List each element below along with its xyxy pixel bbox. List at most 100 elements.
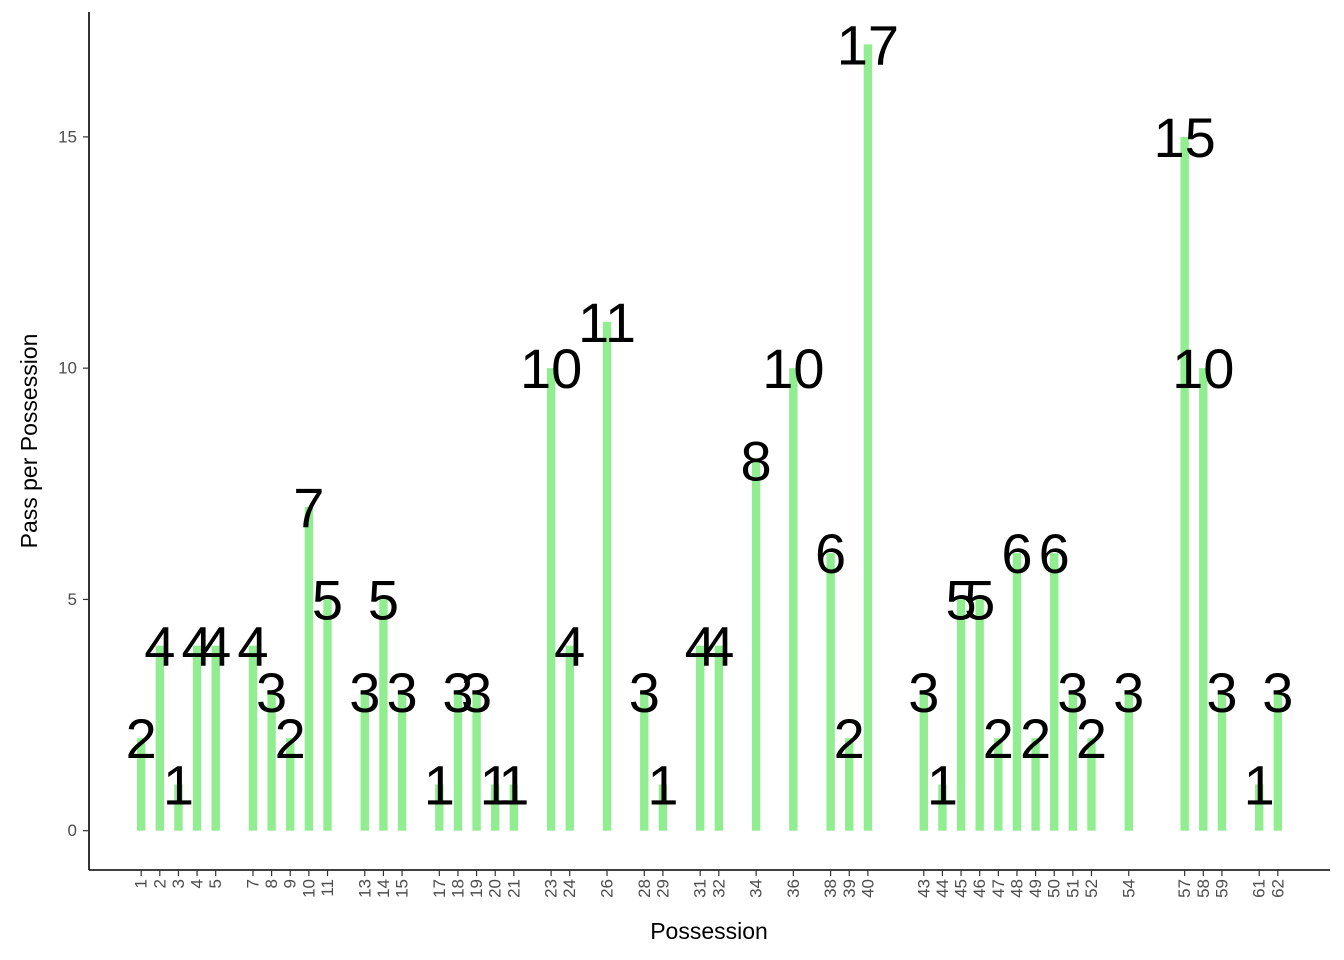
x-tick-label-46: 46 — [970, 879, 989, 898]
bar-38 — [826, 553, 835, 831]
data-label-36: 10 — [762, 337, 824, 400]
data-label-50: 6 — [1039, 522, 1070, 585]
data-label-51: 3 — [1057, 661, 1088, 724]
data-label-52: 2 — [1076, 707, 1107, 770]
x-tick-label-38: 38 — [821, 879, 840, 898]
data-label-47: 2 — [983, 707, 1014, 770]
data-label-32: 4 — [703, 615, 734, 678]
x-tick-label-24: 24 — [560, 879, 579, 898]
x-tick-label-36: 36 — [784, 879, 803, 898]
data-label-44: 1 — [927, 753, 958, 816]
data-label-14: 5 — [368, 568, 399, 631]
x-tick-label-15: 15 — [393, 879, 412, 898]
x-tick-label-21: 21 — [504, 879, 523, 898]
bar-31 — [695, 645, 705, 831]
data-label-61: 1 — [1244, 753, 1275, 816]
bar-43 — [919, 691, 928, 831]
bar-58 — [1199, 368, 1208, 831]
x-tick-label-39: 39 — [840, 879, 859, 898]
y-tick-label-10: 10 — [58, 359, 77, 378]
data-label-4: 4 — [181, 615, 212, 678]
bar-45 — [956, 599, 966, 831]
data-label-46: 5 — [964, 568, 995, 631]
data-label-26: 11 — [578, 291, 636, 354]
x-tick-label-31: 31 — [691, 879, 710, 898]
y-tick-label-5: 5 — [68, 590, 77, 609]
x-tick-label-50: 50 — [1045, 879, 1064, 898]
bar-36 — [789, 368, 798, 831]
x-tick-label-1: 1 — [132, 879, 151, 888]
data-label-11: 5 — [312, 568, 343, 631]
bar-52 — [1087, 738, 1096, 831]
x-tick-label-43: 43 — [914, 879, 933, 898]
bar-19 — [472, 691, 481, 831]
bar-15 — [397, 691, 407, 831]
data-label-10: 7 — [293, 476, 324, 539]
data-label-5: 4 — [200, 615, 231, 678]
bar-34 — [751, 460, 761, 831]
x-tick-label-61: 61 — [1250, 879, 1269, 898]
bar-7 — [248, 645, 258, 831]
bar-5 — [211, 645, 220, 831]
x-ticks: 1 2 3 4 5 7 8 9 10 11 13 14 15 17 18 19 20 21 23 24 26 28 29 31… — [132, 870, 1287, 898]
bar-51 — [1068, 691, 1078, 831]
data-label-3: 1 — [163, 753, 194, 816]
data-label-2: 4 — [144, 615, 175, 678]
data-label-29: 1 — [647, 753, 678, 816]
bar-57 — [1180, 136, 1189, 831]
bar-48 — [1012, 553, 1022, 831]
data-label-7: 4 — [237, 615, 268, 678]
data-label-57: 15 — [1154, 106, 1216, 169]
x-tick-label-28: 28 — [635, 879, 654, 898]
bar-40 — [863, 44, 873, 831]
data-label-62: 3 — [1262, 661, 1293, 724]
bar-46 — [975, 599, 984, 831]
x-tick-label-45: 45 — [952, 879, 971, 898]
bar-47 — [994, 738, 1003, 831]
bar-24 — [565, 645, 574, 831]
bar-26 — [602, 321, 612, 831]
x-tick-label-34: 34 — [747, 879, 766, 898]
x-tick-label-58: 58 — [1194, 879, 1213, 898]
bar-61 — [1254, 784, 1264, 831]
data-label-1: 2 — [126, 707, 157, 770]
x-tick-label-4: 4 — [188, 879, 207, 888]
x-tick-label-32: 32 — [709, 879, 728, 898]
data-label-31: 4 — [685, 615, 716, 678]
x-axis-title: Possession — [650, 918, 768, 944]
x-tick-label-14: 14 — [374, 879, 393, 898]
bar-23 — [546, 368, 556, 831]
bar-50 — [1050, 553, 1059, 831]
x-tick-label-48: 48 — [1007, 879, 1026, 898]
y-tick-label-0: 0 — [68, 821, 77, 840]
data-label-59: 3 — [1206, 661, 1237, 724]
bar-9 — [286, 738, 295, 831]
data-label-43: 3 — [908, 661, 939, 724]
x-tick-label-2: 2 — [150, 879, 169, 888]
x-tick-label-40: 40 — [858, 879, 877, 898]
bar-17 — [435, 784, 444, 831]
bar-11 — [323, 599, 332, 831]
bar-28 — [640, 691, 649, 831]
bar-59 — [1217, 691, 1227, 831]
bar-8 — [267, 691, 276, 831]
data-label-49: 2 — [1020, 707, 1051, 770]
data-label-54: 3 — [1113, 661, 1144, 724]
data-label-13: 3 — [349, 661, 380, 724]
x-tick-label-47: 47 — [989, 879, 1008, 898]
x-tick-label-7: 7 — [243, 879, 262, 888]
bar-13 — [360, 691, 369, 831]
data-label-48: 6 — [1001, 522, 1032, 585]
data-label-15: 3 — [386, 661, 417, 724]
bar-54 — [1124, 691, 1133, 831]
bars-layer — [136, 44, 1283, 831]
bar-3 — [174, 784, 183, 831]
y-ticks: 0 5 10 15 — [58, 127, 89, 840]
x-tick-label-23: 23 — [542, 879, 561, 898]
data-label-40: 17 — [837, 13, 899, 76]
data-label-58: 10 — [1172, 337, 1234, 400]
x-tick-label-17: 17 — [430, 879, 449, 898]
bar-1 — [136, 738, 146, 831]
